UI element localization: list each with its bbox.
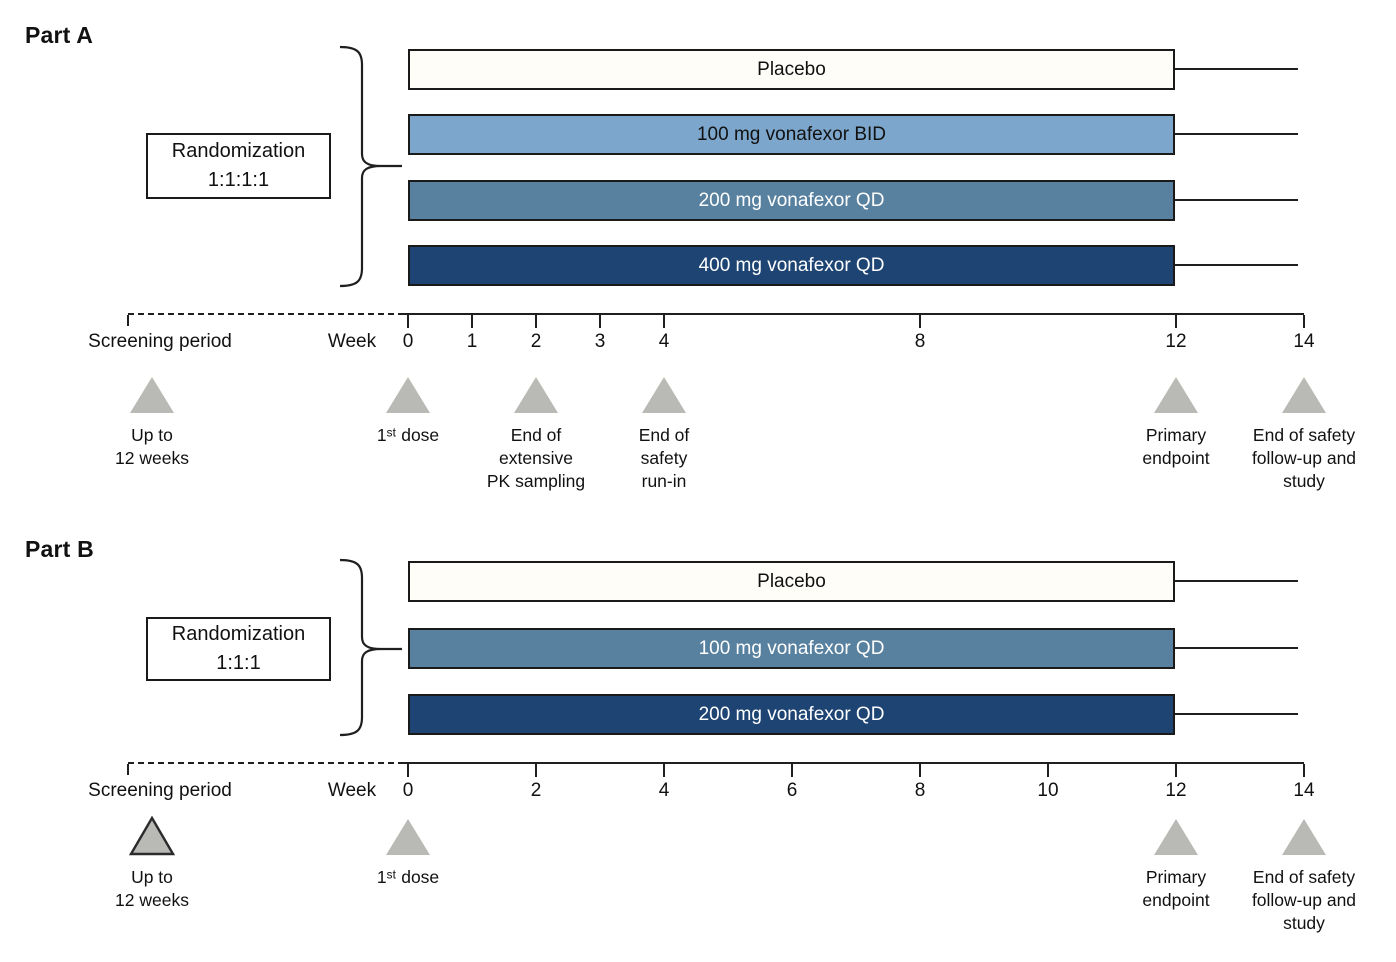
week-tick-6 [791, 764, 793, 777]
arm-bar-b-1: 100 mg vonafexor QD [408, 628, 1175, 669]
timeline-axis [404, 313, 1304, 315]
week-tick-14 [1303, 315, 1305, 328]
screening-start-tick [127, 764, 129, 775]
randomization-ratio: 1:1:1 [216, 652, 261, 674]
week-tick-label-12: 12 [1165, 331, 1187, 352]
week-tick-3 [599, 315, 601, 328]
arm-bar-b-0: Placebo [408, 561, 1175, 602]
randomization-ratio: 1:1:1:1 [207, 169, 270, 191]
milestone-triangle-icon [386, 377, 430, 413]
milestone-triangle-icon [1282, 819, 1326, 855]
milestone-label: Primary endpoint [1142, 867, 1210, 911]
week-tick-label-12: 12 [1165, 780, 1187, 801]
randomization-brace [339, 45, 402, 288]
milestone-label: 1ˢᵗ dose [376, 425, 440, 445]
week-axis-label: Week [327, 331, 377, 352]
week-tick-0 [407, 764, 409, 777]
week-tick-label-1: 1 [466, 331, 478, 352]
week-axis-label: Week [327, 780, 377, 801]
screening-period-label: Screening period [88, 331, 232, 352]
milestone-triangle-icon [1154, 819, 1198, 855]
follow-up-line [1175, 133, 1298, 135]
week-tick-4 [663, 315, 665, 328]
randomization-brace [339, 558, 402, 737]
timeline-axis [404, 762, 1304, 764]
randomization-label: Randomization [171, 140, 306, 162]
arm-bar-b-2: 200 mg vonafexor QD [408, 694, 1175, 735]
week-tick-8 [919, 764, 921, 777]
milestone-label: Up to 12 weeks [115, 425, 189, 469]
week-tick-label-2: 2 [530, 331, 542, 352]
week-tick-4 [663, 764, 665, 777]
week-tick-label-6: 6 [786, 780, 798, 801]
part-a-title: Part A [25, 22, 94, 48]
week-tick-label-10: 10 [1037, 780, 1059, 801]
week-tick-14 [1303, 764, 1305, 777]
arm-bar-a-0: Placebo [408, 49, 1175, 90]
week-tick-12 [1175, 764, 1177, 777]
milestone-triangle-icon [1154, 377, 1198, 413]
follow-up-line [1175, 199, 1298, 201]
milestone-triangle-icon [129, 816, 175, 856]
week-tick-12 [1175, 315, 1177, 328]
follow-up-line [1175, 580, 1298, 582]
arm-bar-a-3: 400 mg vonafexor QD [408, 245, 1175, 286]
week-tick-2 [535, 764, 537, 777]
arm-bar-a-2: 200 mg vonafexor QD [408, 180, 1175, 221]
week-tick-label-14: 14 [1293, 780, 1315, 801]
week-tick-8 [919, 315, 921, 328]
milestone-label: End of safety follow-up and study [1251, 425, 1357, 492]
follow-up-line [1175, 647, 1298, 649]
part-b-title: Part B [25, 536, 94, 562]
week-tick-label-0: 0 [402, 331, 414, 352]
week-tick-1 [471, 315, 473, 328]
randomization-label: Randomization [171, 623, 306, 645]
follow-up-line [1175, 264, 1298, 266]
milestone-triangle-icon [1282, 377, 1326, 413]
week-tick-label-14: 14 [1293, 331, 1315, 352]
milestone-label: End of safety run-in [638, 425, 690, 492]
week-tick-label-0: 0 [402, 780, 414, 801]
week-tick-label-8: 8 [914, 331, 926, 352]
screening-start-tick [127, 315, 129, 326]
week-tick-10 [1047, 764, 1049, 777]
milestone-label: Up to 12 weeks [115, 867, 189, 911]
milestone-triangle-icon [386, 819, 430, 855]
milestone-triangle-icon [514, 377, 558, 413]
follow-up-line [1175, 713, 1298, 715]
randomization-box-b: Randomization 1:1:1 [146, 617, 331, 681]
milestone-label: 1ˢᵗ dose [376, 867, 440, 887]
milestone-triangle-icon [642, 377, 686, 413]
randomization-box-a: Randomization 1:1:1:1 [146, 133, 331, 199]
week-tick-label-3: 3 [594, 331, 606, 352]
screening-dashed-line [128, 762, 404, 764]
milestone-label: End of extensive PK sampling [486, 425, 586, 492]
screening-period-label: Screening period [88, 780, 232, 801]
screening-dashed-line [128, 313, 404, 315]
arm-bar-a-1: 100 mg vonafexor BID [408, 114, 1175, 155]
follow-up-line [1175, 68, 1298, 70]
week-tick-0 [407, 315, 409, 328]
milestone-triangle-icon [130, 377, 174, 413]
week-tick-label-8: 8 [914, 780, 926, 801]
milestone-label: End of safety follow-up and study [1251, 867, 1357, 934]
week-tick-label-4: 4 [658, 331, 670, 352]
milestone-label: Primary endpoint [1142, 425, 1210, 469]
week-tick-label-4: 4 [658, 780, 670, 801]
week-tick-label-2: 2 [530, 780, 542, 801]
week-tick-2 [535, 315, 537, 328]
